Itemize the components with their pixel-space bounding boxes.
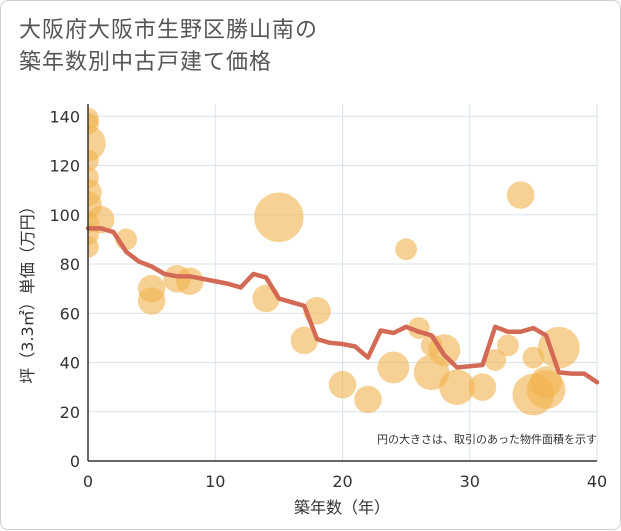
y-tick-label: 120 <box>49 157 80 176</box>
x-axis-label: 築年数（年） <box>294 498 390 517</box>
bubble-series <box>88 107 580 416</box>
chart-title-line2: 築年数別中古戸建て価格 <box>19 50 273 75</box>
chart-note: 円の大きさは、取引のあった物件面積を示す <box>377 432 597 446</box>
data-bubble <box>354 385 382 414</box>
chart-title-line1: 大阪府大阪市生野区勝山南の <box>19 18 319 43</box>
chart-title: 大阪府大阪市生野区勝山南の 築年数別中古戸建て価格 <box>19 15 318 79</box>
data-bubble <box>497 334 519 357</box>
x-tick-label: 10 <box>205 472 225 491</box>
x-tick-label: 30 <box>460 472 480 491</box>
y-tick-label: 140 <box>49 107 80 126</box>
y-tick-label: 100 <box>49 206 80 225</box>
y-tick-label: 40 <box>60 354 80 373</box>
data-bubble <box>88 149 99 172</box>
x-tick-label: 40 <box>587 472 607 491</box>
data-bubble <box>254 192 304 242</box>
y-axis-label: 坪（3.3㎡）単価（万円） <box>18 198 37 383</box>
data-bubble <box>290 326 319 355</box>
axes: 0 20 40 60 80 100 120 140 0 10 20 30 40 <box>49 104 607 491</box>
trend-line-group <box>85 226 600 385</box>
y-tick-label: 0 <box>70 452 80 471</box>
data-bubble <box>137 287 166 315</box>
data-bubble <box>439 369 475 405</box>
data-bubble <box>530 366 563 399</box>
x-tick-label: 20 <box>332 472 352 491</box>
x-tick-label: 0 <box>83 472 93 491</box>
y-tick-label: 60 <box>60 304 80 323</box>
trend-line <box>85 226 600 385</box>
data-bubble <box>176 267 204 296</box>
data-bubble <box>484 349 507 371</box>
data-bubble <box>506 181 535 209</box>
y-tick-label: 80 <box>60 255 80 274</box>
data-bubble <box>377 351 410 384</box>
data-bubble <box>468 373 497 401</box>
data-bubble <box>395 238 418 261</box>
y-tick-label: 20 <box>60 403 80 422</box>
data-bubble <box>252 284 280 313</box>
data-bubble <box>88 235 99 258</box>
data-bubble <box>328 370 357 399</box>
